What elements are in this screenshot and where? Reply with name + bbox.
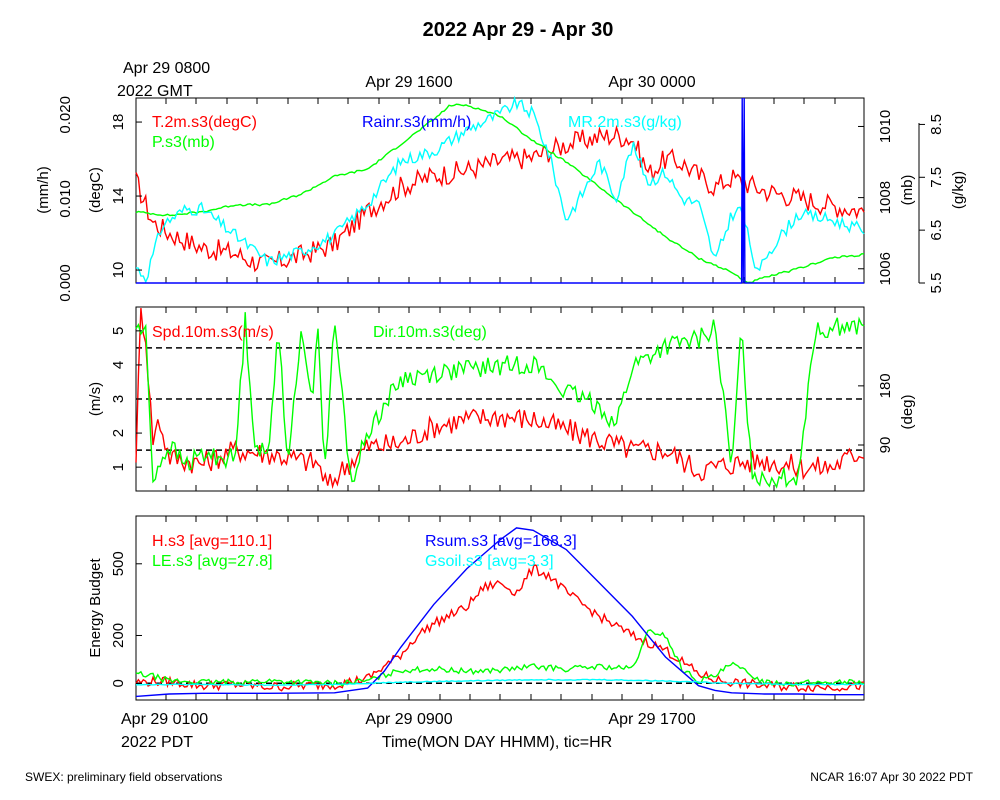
series-line-wind-0 [135, 308, 865, 490]
rain-tick-2: 0.020 [57, 96, 74, 134]
spd-tick-0: 1 [110, 463, 127, 471]
footer-left: SWEX: preliminary field observations [25, 770, 222, 784]
pres-tick-0: 1006 [877, 252, 894, 285]
energy-tick-0: 0 [110, 679, 127, 687]
temp-axis-label: (degC) [87, 167, 104, 213]
top-axis-label-0: Apr 29 0800 [123, 60, 210, 77]
legend-temp: T.2m.s3(degC) [152, 114, 257, 131]
bottom-axis-label-0: Apr 29 0100 [121, 711, 208, 728]
top-axis-label-1: Apr 29 1600 [365, 74, 452, 91]
spd-tick-2: 3 [110, 395, 127, 403]
spd-tick-1: 2 [110, 429, 127, 437]
temp-tick-0: 10 [110, 262, 127, 279]
bottom-axis-label-2: Apr 29 1700 [608, 711, 695, 728]
rain-tick-1: 0.010 [57, 180, 74, 218]
chart-title: 2022 Apr 29 - Apr 30 [423, 19, 614, 41]
legend-rsum: Rsum.s3 [avg=168.3] [425, 533, 577, 550]
top-axis-label-2: Apr 30 0000 [608, 74, 695, 91]
legend-speed: Spd.10m.s3(m/s) [152, 324, 274, 341]
spd-axis-label: (m/s) [87, 382, 104, 416]
legend-gsoil: Gsoil.s3 [avg=3.3] [425, 553, 554, 570]
series-line-met-3 [136, 97, 864, 284]
dir-tick-1: 180 [877, 373, 894, 398]
rain-axis-label: (mm/h) [35, 166, 52, 214]
pres-axis-label: (mb) [899, 175, 916, 206]
legend-rain: Rainr.s3(mm/h) [362, 114, 471, 131]
energy-axis-label: Energy Budget [87, 558, 104, 658]
temp-tick-2: 18 [110, 114, 127, 131]
mr-tick-1: 6.5 [928, 220, 945, 241]
legend-sensible-heat: H.s3 [avg=110.1] [152, 533, 272, 550]
dir-tick-0: 90 [877, 437, 894, 454]
dir-axis-label: (deg) [899, 394, 916, 429]
legend-direction: Dir.10m.s3(deg) [373, 324, 487, 341]
mr-tick-0: 5.5 [928, 273, 945, 294]
pres-tick-1: 1008 [877, 181, 894, 214]
mr-tick-3: 8.5 [928, 114, 945, 135]
footer-right: NCAR 16:07 Apr 30 2022 PDT [810, 770, 973, 784]
mr-axis-label: (g/kg) [950, 171, 967, 209]
temp-tick-1: 14 [110, 188, 127, 205]
bottom-axis-sub-0: 2022 PDT [121, 734, 193, 751]
pres-tick-2: 1010 [877, 110, 894, 143]
bottom-axis-label-1: Apr 29 0900 [365, 711, 452, 728]
spd-tick-3: 4 [110, 361, 127, 369]
rain-tick-0: 0.000 [57, 264, 74, 302]
legend-pressure: P.s3(mb) [152, 134, 215, 151]
energy-tick-1: 200 [110, 623, 127, 648]
series-line-energy-0 [135, 563, 865, 693]
x-axis-title: Time(MON DAY HHMM), tic=HR [382, 734, 612, 751]
legend-latent-heat: LE.s3 [avg=27.8] [152, 553, 273, 570]
series-line-energy-2 [135, 527, 864, 698]
energy-tick-2: 500 [110, 551, 127, 576]
series-line-energy-1 [135, 629, 865, 688]
legend-mixing-ratio: MR.2m.s3(g/kg) [568, 114, 682, 131]
series-line-wind-1 [135, 312, 865, 489]
series-line-met-0 [135, 124, 865, 273]
series-line-energy-3 [135, 678, 865, 687]
spd-tick-4: 5 [110, 327, 127, 335]
top-axis-sub-0: 2022 GMT [117, 83, 193, 100]
mr-tick-2: 7.5 [928, 167, 945, 188]
